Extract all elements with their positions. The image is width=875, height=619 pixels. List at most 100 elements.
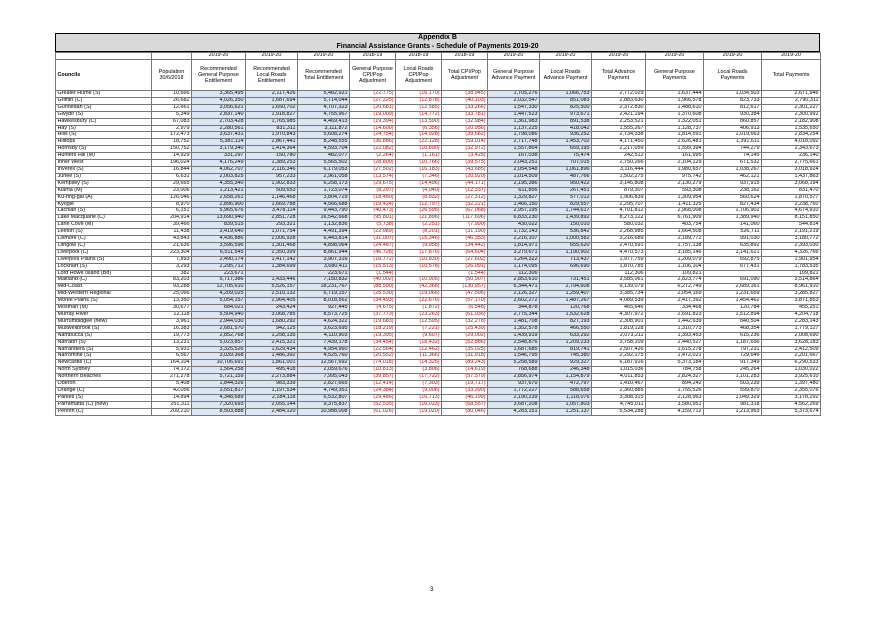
value-cell: (40,002) — [349, 276, 396, 285]
table-row: Leeton (S) 11,438 3,419,640 1,071,754 4,491,… — [55, 228, 821, 237]
value-cell: 1,466,150 — [487, 200, 540, 209]
value-cell: (32,221) — [441, 200, 488, 209]
value-cell: 1,906,839 — [591, 193, 646, 202]
value-cell: (4,040) — [395, 186, 442, 195]
value-cell: 4,898,064 — [297, 241, 350, 250]
value-cell: (34,454) — [349, 338, 396, 347]
value-cell: 3,580,951 — [645, 400, 704, 409]
value-cell: 937,670 — [487, 380, 540, 388]
value-cell: 3,068,785 — [245, 311, 298, 319]
council-name-cell: Moree Plains (S) — [55, 297, 152, 306]
value-cell: 1,757,138 — [645, 241, 704, 250]
value-cell: 917,349 — [703, 359, 762, 368]
year-cell: 2019-20 — [703, 52, 762, 60]
value-cell: 1,557,864 — [487, 145, 540, 154]
value-cell: (20,956) — [441, 124, 488, 133]
value-cell: 2,216,107 — [487, 235, 540, 243]
value-cell: 2,964,405 — [245, 297, 298, 306]
value-cell: 2,470,591 — [591, 241, 646, 250]
table-row: Kyogle 8,970 2,896,900 1,669,788 4,566,688 (1… — [55, 200, 821, 209]
value-cell: (34,442) — [441, 241, 488, 250]
value-cell: 1,417,142 — [245, 255, 298, 264]
table-row: Narrabri (S) 13,231 5,023,857 2,415,321 7,43… — [55, 338, 821, 347]
value-cell: 2,412,509 — [761, 345, 821, 354]
value-cell: 744,279 — [703, 145, 762, 154]
value-cell: 1,187,656 — [703, 338, 762, 347]
value-cell: 1,487,267 — [539, 297, 592, 306]
value-cell: (2,251) — [395, 221, 442, 230]
value-cell: 7,893 — [151, 255, 192, 264]
value-cell: 468,354 — [703, 324, 762, 333]
value-cell: 1,038,267 — [703, 165, 762, 174]
value-cell: 1,414,364 — [245, 145, 298, 154]
value-cell: 16,542,668 — [297, 214, 350, 223]
value-cell: 2,055,144 — [245, 400, 298, 409]
value-cell: (80,046) — [441, 407, 488, 416]
appendix-title: Appendix B — [418, 34, 457, 41]
value-cell: 1,433,446 — [245, 276, 298, 285]
value-cell: 2,238,760 — [761, 200, 821, 209]
value-cell: 331,297 — [191, 152, 246, 161]
value-cell: 2,292,175 — [591, 352, 646, 361]
value-cell: 1,547,330 — [487, 103, 540, 112]
value-cell: (29,002) — [441, 331, 488, 340]
value-cell: 1,669,788 — [245, 200, 298, 209]
value-cell: 3,293 — [151, 262, 192, 271]
value-cell: (39,857) — [349, 373, 396, 382]
value-cell: (9,006) — [395, 386, 442, 395]
value-cell: 6,272,749 — [645, 283, 704, 292]
value-cell: 2,182,908 — [761, 117, 821, 126]
year-cell: 2019-20 — [539, 52, 592, 60]
value-cell: 161,995 — [645, 152, 704, 161]
value-cell: 599,870 — [703, 386, 762, 395]
value-cell: 797,231 — [703, 345, 762, 354]
value-cell: 75,474 — [539, 152, 592, 161]
value-cell: 3,185,146 — [645, 248, 704, 257]
value-cell: 9,139,079 — [591, 283, 646, 292]
value-cell: 487,766 — [539, 172, 592, 181]
value-cell: 16,383 — [151, 324, 192, 333]
value-cell: 4,089,539 — [591, 297, 646, 306]
council-name-cell: Northern Beaches — [55, 373, 152, 382]
value-cell: 936,252 — [539, 131, 592, 140]
council-name-cell: Oberon — [55, 380, 152, 388]
value-cell: 1,481,708 — [487, 317, 540, 326]
value-cell: 593,308 — [645, 186, 704, 195]
value-cell: 1,814,591 — [645, 131, 704, 140]
table-row: Parkes (S) 14,894 4,348,689 2,184,118 6,532,… — [55, 393, 821, 402]
value-cell: (33,266) — [441, 103, 488, 112]
council-name-cell: Hawkesbury (C) — [55, 117, 152, 126]
council-name-cell: Greater Hume (S) — [55, 90, 152, 98]
value-cell: 472,797 — [539, 380, 592, 388]
council-name-cell: Nambucca (S) — [55, 331, 152, 340]
value-cell: 2,507,426 — [591, 345, 646, 354]
value-cell: (18,432) — [395, 338, 442, 347]
value-cell: 1,844,326 — [191, 380, 246, 388]
value-cell: 983,339 — [245, 380, 298, 388]
value-cell: 6,179,053 — [297, 165, 350, 174]
value-cell: 2,184,118 — [245, 393, 298, 402]
value-cell: 10,666 — [151, 90, 192, 98]
value-cell: 1,213,963 — [703, 407, 762, 416]
value-cell: (32,984) — [441, 117, 488, 126]
value-cell: 2,190,239 — [487, 393, 540, 402]
value-cell: 2,415,321 — [245, 338, 298, 347]
value-cell: 6,344,471 — [487, 283, 540, 292]
council-name-cell: Narromine (S) — [55, 352, 152, 361]
value-cell: 544,814 — [761, 221, 821, 230]
value-cell: 2,273,884 — [245, 373, 298, 382]
value-cell: (10,905) — [395, 276, 442, 285]
value-cell: 707,015 — [539, 159, 592, 167]
value-cell: (31,918) — [441, 352, 488, 361]
council-name-cell: Gwydir (S) — [55, 110, 152, 119]
value-cell: 403,754 — [645, 221, 704, 230]
value-cell: 9,443,790 — [297, 207, 350, 216]
value-cell: 6,187,916 — [591, 359, 646, 368]
value-cell: 560,624 — [703, 193, 762, 202]
council-name-cell: Parkes (S) — [55, 393, 152, 402]
value-cell: 536,842 — [539, 228, 592, 237]
value-cell: (6,548) — [441, 304, 488, 312]
value-cell: (4,675) — [349, 304, 396, 312]
value-cell: 3,116,444 — [591, 165, 646, 174]
value-cell: 2,417,392 — [645, 297, 704, 306]
